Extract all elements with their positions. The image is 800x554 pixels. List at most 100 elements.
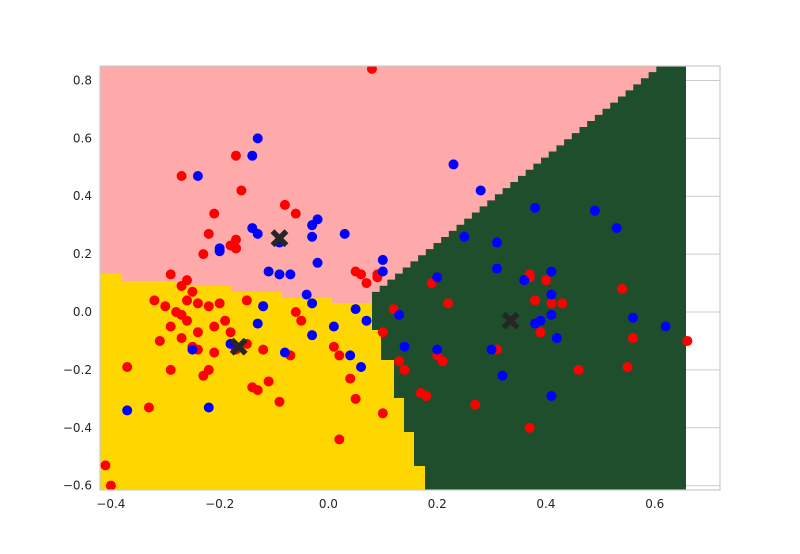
data-point xyxy=(535,315,546,326)
data-point xyxy=(345,373,356,384)
data-point xyxy=(241,295,252,306)
data-point xyxy=(187,344,198,355)
data-point xyxy=(660,321,671,332)
data-point xyxy=(432,344,443,355)
y-tick-label: −0.6 xyxy=(63,479,92,493)
data-point xyxy=(611,223,622,234)
data-point xyxy=(220,315,231,326)
data-point xyxy=(470,399,481,410)
data-point xyxy=(274,269,285,280)
data-point xyxy=(301,289,312,300)
data-point xyxy=(589,205,600,216)
decision-region-yellow xyxy=(100,274,425,490)
data-point xyxy=(176,170,187,181)
data-point xyxy=(176,333,187,344)
data-point xyxy=(377,266,388,277)
data-point xyxy=(339,228,350,239)
data-point xyxy=(100,460,111,471)
data-point xyxy=(263,376,274,387)
data-point xyxy=(361,315,372,326)
data-point xyxy=(279,199,290,210)
data-point xyxy=(328,321,339,332)
data-point xyxy=(328,341,339,352)
data-point xyxy=(377,408,388,419)
data-point xyxy=(366,66,377,74)
data-point xyxy=(214,298,225,309)
data-point xyxy=(399,341,410,352)
data-point xyxy=(307,330,318,341)
data-point xyxy=(290,307,301,318)
data-point xyxy=(154,335,165,346)
data-point xyxy=(361,278,372,289)
data-point xyxy=(307,231,318,242)
data-point xyxy=(551,333,562,344)
data-point xyxy=(443,298,454,309)
data-point xyxy=(546,289,557,300)
data-point xyxy=(203,301,214,312)
data-point xyxy=(540,275,551,286)
data-point xyxy=(627,312,638,323)
y-tick-label: 0.0 xyxy=(73,305,92,319)
data-point xyxy=(377,254,388,265)
data-point xyxy=(203,228,214,239)
data-point xyxy=(334,350,345,361)
data-point xyxy=(622,361,633,372)
data-point xyxy=(192,327,203,338)
data-point xyxy=(448,159,459,170)
data-point xyxy=(350,304,361,315)
data-point xyxy=(421,390,432,401)
data-point xyxy=(274,396,285,407)
centroid-stroke xyxy=(501,311,520,330)
data-point xyxy=(122,405,133,416)
data-point xyxy=(209,208,220,219)
data-point xyxy=(399,364,410,375)
data-point xyxy=(258,301,269,312)
data-point xyxy=(165,269,176,280)
centroid-stroke xyxy=(270,229,289,248)
data-point xyxy=(682,335,693,346)
y-tick-label: 0.6 xyxy=(73,131,92,145)
data-point xyxy=(225,327,236,338)
data-point xyxy=(279,347,290,358)
data-point xyxy=(307,220,318,231)
data-point xyxy=(486,344,497,355)
data-point xyxy=(105,480,116,490)
data-point xyxy=(209,347,220,358)
data-point xyxy=(524,422,535,433)
data-point xyxy=(492,237,503,248)
centroid-marker xyxy=(270,229,289,248)
data-point xyxy=(312,257,323,268)
data-point xyxy=(263,266,274,277)
data-point xyxy=(530,295,541,306)
data-point xyxy=(627,333,638,344)
data-point xyxy=(546,309,557,320)
data-point xyxy=(230,150,241,161)
data-point xyxy=(546,298,557,309)
data-point xyxy=(214,246,225,257)
x-tick-label: −0.2 xyxy=(205,497,234,511)
data-point xyxy=(182,295,193,306)
data-point xyxy=(296,315,307,326)
centroid-marker xyxy=(501,311,520,330)
data-point xyxy=(535,327,546,338)
data-point xyxy=(252,318,263,329)
data-point xyxy=(557,298,568,309)
data-point xyxy=(122,361,133,372)
data-point xyxy=(307,298,318,309)
x-tick-label: 0.4 xyxy=(536,497,555,511)
data-point xyxy=(394,356,405,367)
data-point xyxy=(497,370,508,381)
y-tick-label: −0.2 xyxy=(63,363,92,377)
data-point xyxy=(350,393,361,404)
data-point xyxy=(546,266,557,277)
data-point xyxy=(192,298,203,309)
data-point xyxy=(209,321,220,332)
x-tick-label: 0.2 xyxy=(428,497,447,511)
data-point xyxy=(143,402,154,413)
y-tick-label: −0.4 xyxy=(63,421,92,435)
data-point xyxy=(187,286,198,297)
data-point xyxy=(530,202,541,213)
data-point xyxy=(258,344,269,355)
y-tick-label: 0.8 xyxy=(73,73,92,87)
